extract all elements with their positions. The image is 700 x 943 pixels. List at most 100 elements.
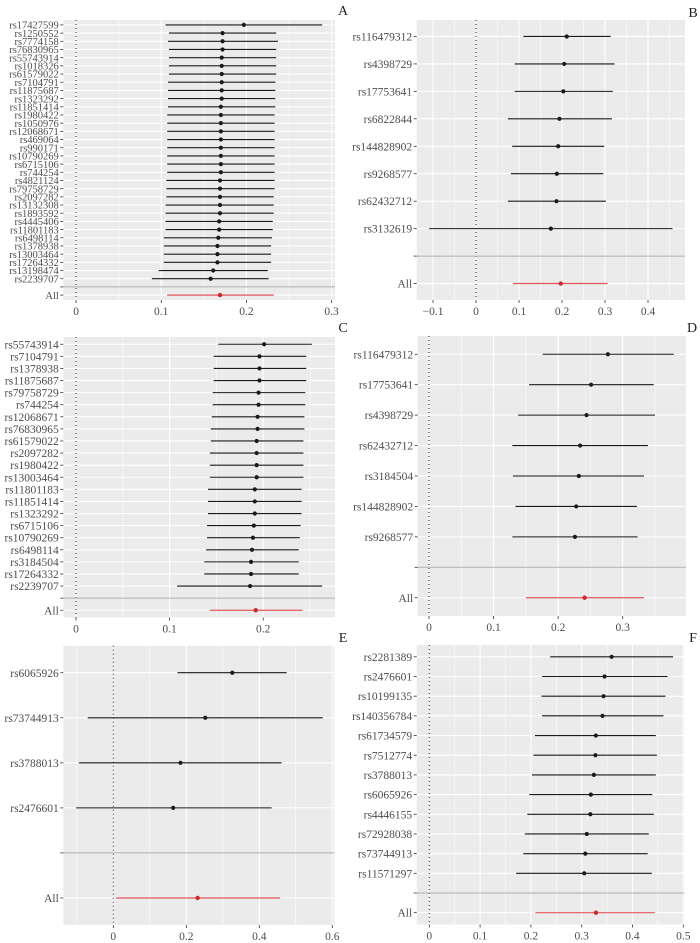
y-tick-label: rs6065926 xyxy=(10,668,59,680)
y-tick-label: rs4445406 xyxy=(14,217,58,228)
y-tick-label: rs6715106 xyxy=(14,160,58,171)
x-tick-label: 0.5 xyxy=(676,931,691,943)
y-tick-label: rs1323292 xyxy=(10,509,59,521)
point-estimate-rs4445406 xyxy=(217,219,222,224)
y-tick-label: rs3788013 xyxy=(10,758,59,770)
point-estimate-rs140356784 xyxy=(600,713,605,718)
point-estimate-overall xyxy=(195,895,200,901)
y-tick-label: rs116479312 xyxy=(354,349,414,361)
panel-letter: B xyxy=(688,6,697,21)
y-tick-label: rs2476601 xyxy=(10,803,59,815)
y-tick-label: rs1893592 xyxy=(14,209,58,220)
point-estimate-rs1018326 xyxy=(219,63,224,68)
point-estimate-rs11875687 xyxy=(219,88,224,93)
point-estimate-rs1378938 xyxy=(215,243,220,249)
point-estimate-rs76830965 xyxy=(255,426,260,431)
y-tick-label: rs6065926 xyxy=(364,790,413,802)
y-tick-label: rs76830965 xyxy=(9,45,59,56)
point-estimate-rs6498114 xyxy=(216,235,221,240)
y-tick-label: rs7512774 xyxy=(364,750,413,762)
x-tick-label: 0.1 xyxy=(486,622,501,634)
y-tick-label: rs7104791 xyxy=(14,78,58,89)
point-estimate-rs79758729 xyxy=(256,390,261,395)
y-tick-label: rs10199135 xyxy=(358,691,413,703)
y-tick-label: rs11801183 xyxy=(10,225,59,236)
y-tick-label: rs744254 xyxy=(20,168,60,179)
x-tick-label: 0.1 xyxy=(162,624,177,636)
panel-letter: F xyxy=(689,631,697,646)
y-tick-label: rs62432712 xyxy=(358,196,413,208)
y-tick-label-overall: All xyxy=(398,593,413,605)
x-tick-label: 0 xyxy=(73,624,79,636)
point-estimate-rs13198474 xyxy=(211,268,216,273)
y-tick-label: rs744254 xyxy=(16,400,59,412)
y-tick-label: rs1378938 xyxy=(14,242,58,253)
point-estimate-rs2281389 xyxy=(609,654,614,659)
x-tick-label: 0.2 xyxy=(524,931,539,943)
x-tick-label: 0.1 xyxy=(512,306,527,318)
point-estimate-rs469064 xyxy=(218,137,223,142)
y-tick-label-overall: All xyxy=(44,893,59,905)
y-tick-label: rs2097282 xyxy=(14,193,58,204)
y-tick-label: rs4821124 xyxy=(15,176,60,187)
x-tick-label: 0 xyxy=(110,931,116,943)
point-estimate-rs62432712 xyxy=(554,199,559,204)
point-estimate-rs1980422 xyxy=(218,112,223,118)
point-estimate-rs73744913 xyxy=(203,715,208,720)
y-tick-label: rs1050976 xyxy=(14,119,58,130)
y-tick-label: rs2239707 xyxy=(14,274,58,285)
y-tick-label: rs6715106 xyxy=(10,521,59,533)
point-estimate-rs6498114 xyxy=(249,547,255,552)
point-estimate-rs1323292 xyxy=(219,96,224,101)
point-estimate-rs12068671 xyxy=(255,414,260,419)
y-tick-label: rs73744913 xyxy=(4,713,59,725)
y-tick-label: rs140356784 xyxy=(352,711,412,723)
point-estimate-rs72928038 xyxy=(584,831,589,837)
y-tick-label: rs7774158 xyxy=(14,37,58,48)
y-tick-label: rs79758729 xyxy=(9,184,59,195)
y-tick-label: rs11851414 xyxy=(5,496,59,508)
point-estimate-rs6065926 xyxy=(588,792,593,797)
point-estimate-overall xyxy=(217,292,223,298)
y-tick-label: rs76830965 xyxy=(4,424,59,436)
point-estimate-rs6065926 xyxy=(230,670,235,675)
y-tick-label: rs17264332 xyxy=(9,258,59,269)
y-tick-label: rs1980422 xyxy=(10,460,59,472)
y-tick-label: rs4446155 xyxy=(364,809,413,821)
point-estimate-rs2097282 xyxy=(217,194,223,199)
point-estimate-overall xyxy=(253,608,258,613)
point-estimate-rs6715106 xyxy=(218,161,223,167)
y-tick-label: rs12068671 xyxy=(4,412,59,424)
point-estimate-rs144828902 xyxy=(574,504,579,509)
y-tick-label: rs9268577 xyxy=(365,532,414,544)
y-tick-label: rs13003464 xyxy=(4,472,59,484)
y-tick-label: rs1250552 xyxy=(14,29,58,40)
point-estimate-rs4398729 xyxy=(584,413,589,418)
point-estimate-rs7104791 xyxy=(257,354,262,359)
panel-c: rs55743914rs7104791rs1378938rs11875687rs… xyxy=(4,321,347,636)
point-estimate-rs9268577 xyxy=(572,534,578,539)
y-tick-label: rs6498114 xyxy=(15,233,60,244)
point-estimate-rs11801183 xyxy=(217,227,222,232)
y-tick-label: rs55743914 xyxy=(4,339,59,351)
y-tick-label: rs17264332 xyxy=(4,569,59,581)
x-tick-label: 0.2 xyxy=(555,306,570,318)
y-tick-label: rs12068671 xyxy=(9,127,59,138)
y-tick-label: rs1378938 xyxy=(10,363,59,375)
point-estimate-rs76830965 xyxy=(220,47,225,52)
panel-e: rs6065926 rs73744913 rs3788013 rs2476601 All… xyxy=(4,631,347,943)
point-estimate-rs4398729 xyxy=(562,61,567,67)
y-tick-label: rs6822844 xyxy=(364,114,413,126)
y-tick-label: rs10790269 xyxy=(4,533,59,545)
x-tick-label: 0.2 xyxy=(239,306,254,318)
point-estimate-rs55743914 xyxy=(262,342,267,347)
y-tick-label: rs11875687 xyxy=(10,86,59,97)
panel-background xyxy=(416,20,685,300)
point-estimate-rs7104791 xyxy=(219,80,224,85)
y-tick-label: rs17427599 xyxy=(9,21,59,32)
point-estimate-rs3132619 xyxy=(548,226,553,231)
point-estimate-rs1050976 xyxy=(218,121,223,126)
y-tick-label: rs4398729 xyxy=(365,410,414,422)
